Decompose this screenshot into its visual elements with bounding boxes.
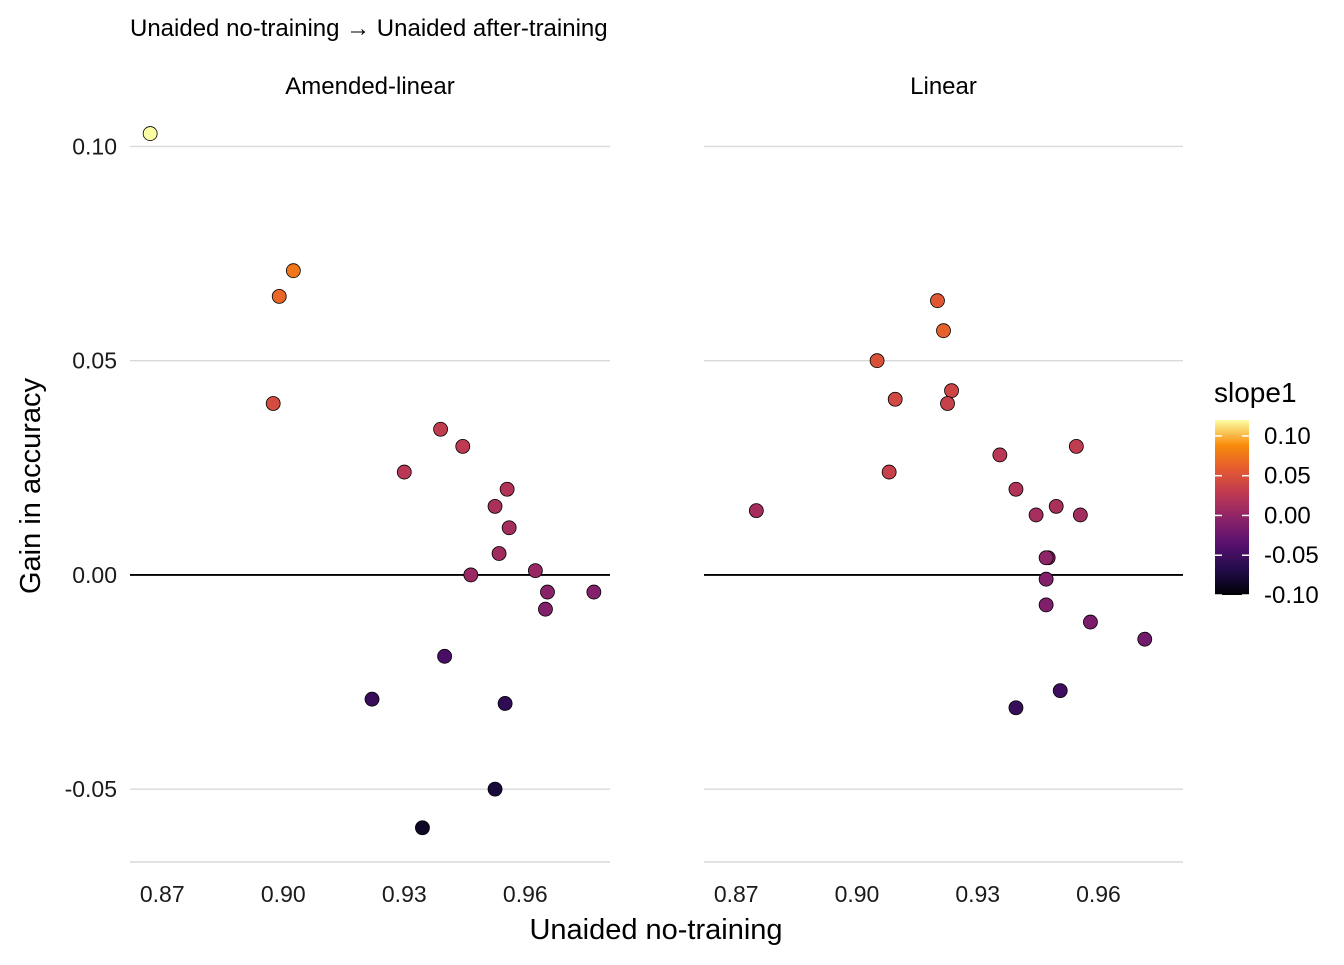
data-point [538,601,553,617]
data-point [586,584,602,600]
y-tick-label: 0.10 [72,133,117,159]
legend-tick-label: 0.05 [1264,463,1311,490]
data-point [930,293,945,309]
data-point [1137,631,1153,647]
x-axis-title: Unaided no-training [529,914,782,946]
data-point [1008,481,1024,497]
panel-title: Linear [910,73,977,100]
legend-tick-label: -0.05 [1264,542,1319,569]
data-point [497,696,513,711]
y-axis-title: Gain in accuracy [15,378,47,594]
data-point [433,421,448,437]
data-point [415,820,430,836]
data-point [1038,550,1054,566]
x-tick-label: 0.90 [261,881,306,907]
data-point [501,520,517,536]
data-point [487,498,503,514]
data-point [463,567,479,583]
data-point [944,383,959,399]
panel-linear: Linear 0.87 0.90 0.93 0.96 [704,73,1183,907]
data-point [487,781,503,797]
legend-colorbar [1215,420,1249,595]
data-point [936,323,951,339]
y-tick-label: 0.05 [72,348,117,374]
x-tick-label: 0.87 [140,881,185,907]
data-point [455,438,471,454]
data-point [491,546,507,561]
data-point [940,396,955,411]
data-point [499,481,515,497]
panel-amended-linear: Amended-linear 0.87 0.90 0.93 0.96 0.10 0.05 0.… [65,73,610,907]
panel-title: Amended-linear [285,73,454,100]
data-point [887,391,903,407]
data-point [437,648,453,664]
data-point [1048,498,1064,514]
data-point [1068,438,1084,454]
facet-panels: Amended-linear 0.87 0.90 0.93 0.96 0.10 0.05 0.… [65,73,1183,907]
data-point [142,126,158,141]
data-point [1008,700,1024,716]
chart-subtitle: Unaided no-training → Unaided after-trai… [130,15,608,42]
data-point [1028,507,1044,523]
color-legend: slope1 0.10 0.05 0.00 -0.05 -0.10 [1214,377,1319,609]
data-point [1072,507,1088,523]
data-point [396,464,412,480]
data-point [364,691,380,707]
x-tick-label: 0.96 [1076,881,1121,907]
data-point [748,503,764,519]
legend-tick-label: 0.00 [1264,502,1311,529]
data-point [881,464,897,480]
y-tick-label: 0.00 [72,562,117,588]
x-tick-label: 0.96 [503,881,548,907]
x-tick-label: 0.87 [714,881,759,907]
data-point [869,353,885,369]
legend-tick-label: 0.10 [1264,423,1311,450]
x-tick-label: 0.93 [382,881,427,907]
data-point [271,288,287,304]
x-tick-label: 0.90 [835,881,880,907]
y-tick-label: -0.05 [65,776,117,802]
legend-title: slope1 [1214,377,1297,408]
legend-tick-label: -0.10 [1264,582,1319,609]
data-point [540,584,555,600]
x-tick-label: 0.93 [955,881,1000,907]
data-point [285,263,301,279]
data-point [1038,571,1054,587]
data-point [1083,614,1098,630]
data-point [527,563,543,579]
data-point [1038,597,1054,613]
data-point [992,447,1008,463]
data-point [1052,683,1068,699]
data-point [265,396,281,411]
